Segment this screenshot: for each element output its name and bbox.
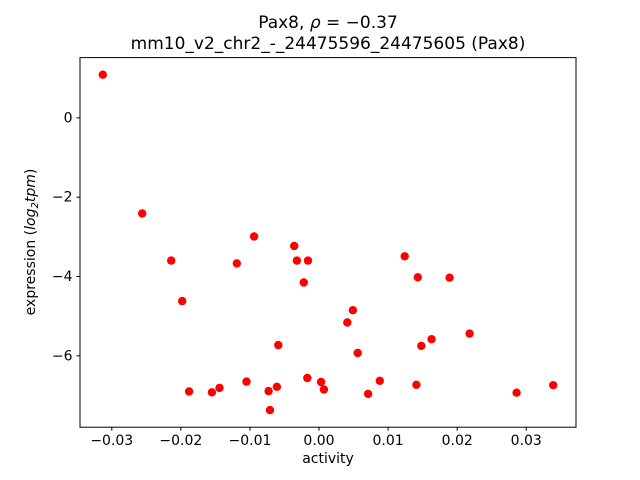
- x-tick-label: −0.02: [159, 433, 202, 449]
- chart-title-prefix: Pax8,: [258, 13, 310, 33]
- data-point: [316, 377, 326, 387]
- rho-symbol: ρ: [309, 13, 321, 33]
- data-point: [375, 376, 384, 385]
- data-point: [215, 383, 224, 393]
- x-tick-label: 0.02: [442, 433, 473, 449]
- data-point: [290, 241, 299, 251]
- data-point: [413, 273, 422, 282]
- data-point: [272, 382, 282, 391]
- x-axis-label: activity: [302, 451, 354, 467]
- data-point: [445, 273, 454, 282]
- data-point: [207, 388, 217, 397]
- data-point: [184, 387, 194, 396]
- y-tick-label: −4: [52, 269, 73, 285]
- y-axis-label-sub: 2: [30, 202, 41, 209]
- x-tick-label: 0.03: [511, 433, 542, 449]
- y-axis-label-log: log: [23, 208, 39, 230]
- data-point: [98, 70, 108, 79]
- y-tick-label: 0: [64, 110, 73, 126]
- data-point: [265, 405, 275, 415]
- chart-title-suffix: = −0.37: [320, 13, 398, 33]
- axes-frame: [79, 57, 577, 428]
- data-point: [242, 377, 251, 386]
- y-axis-label-suffix: ): [23, 168, 39, 175]
- y-tick-label: −6: [52, 348, 73, 364]
- chart-subtitle: mm10_v2_chr2_-_24475596_24475605 (Pax8): [130, 34, 526, 54]
- data-point: [249, 232, 259, 241]
- x-tick-label: 0.01: [373, 433, 404, 449]
- chart-title: Pax8, ρ = −0.37: [80, 13, 576, 33]
- data-point: [303, 373, 312, 383]
- data-point: [167, 256, 176, 265]
- data-point: [292, 256, 302, 265]
- data-point: [138, 209, 147, 218]
- data-point: [264, 386, 273, 396]
- data-point: [549, 381, 558, 390]
- data-point: [512, 388, 521, 397]
- data-point: [274, 340, 283, 350]
- x-tick-label: −0.01: [228, 433, 271, 449]
- y-axis-label-tpm: tpm: [23, 174, 39, 203]
- data-point: [427, 335, 436, 344]
- data-point: [348, 306, 358, 315]
- data-point: [353, 348, 362, 358]
- data-point: [363, 389, 373, 399]
- data-point: [319, 385, 329, 394]
- data-point: [232, 259, 241, 268]
- data-point: [303, 256, 313, 265]
- data-point: [465, 329, 474, 338]
- data-point: [178, 296, 187, 306]
- data-point: [417, 341, 426, 351]
- x-tick-label: −0.03: [90, 433, 133, 449]
- y-tick-label: −2: [52, 190, 73, 206]
- data-point: [412, 380, 421, 389]
- y-axis-label-prefix: expression (: [23, 229, 39, 316]
- data-point: [299, 278, 308, 287]
- data-point: [400, 252, 409, 261]
- x-tick-label: 0.00: [303, 433, 334, 449]
- data-point: [343, 318, 352, 327]
- y-axis-label: expression (log2tpm): [23, 168, 41, 316]
